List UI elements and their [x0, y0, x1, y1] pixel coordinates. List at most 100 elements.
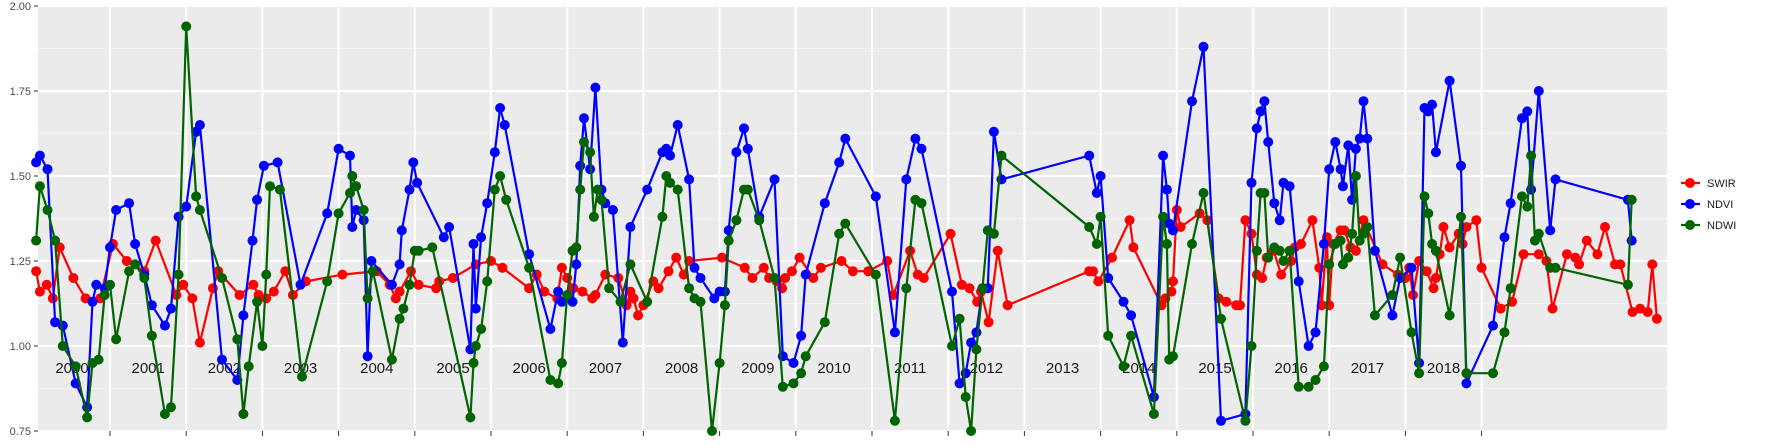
data-point: [217, 354, 227, 365]
y-tick-label: 2.00: [10, 1, 31, 13]
data-point: [412, 177, 423, 188]
data-point: [238, 310, 249, 321]
data-point: [173, 269, 184, 280]
data-point: [1626, 235, 1637, 246]
data-point: [181, 201, 192, 212]
data-point: [1461, 378, 1472, 389]
data-point: [438, 232, 449, 243]
data-point: [1166, 286, 1177, 297]
data-point: [31, 266, 42, 277]
data-point: [1310, 375, 1321, 385]
data-point: [351, 181, 362, 192]
data-point: [815, 262, 826, 273]
data-point: [124, 266, 135, 277]
data-point: [130, 239, 141, 249]
data-point: [482, 198, 493, 209]
data-point: [333, 143, 344, 154]
data-point: [322, 208, 333, 219]
data-point: [1216, 313, 1226, 324]
data-point: [794, 252, 805, 263]
data-point: [992, 245, 1003, 256]
data-point: [1343, 252, 1354, 263]
data-point: [93, 354, 104, 365]
data-point: [159, 409, 170, 419]
data-point: [404, 279, 415, 290]
data-point: [470, 341, 481, 351]
data-point: [1187, 239, 1197, 249]
data-point: [625, 222, 636, 232]
data-point: [345, 188, 355, 198]
data-point: [663, 266, 674, 277]
data-point: [988, 228, 999, 239]
data-point: [1430, 245, 1441, 256]
data-point: [150, 235, 161, 246]
data-point: [1276, 269, 1287, 280]
data-point: [1354, 133, 1365, 144]
data-point: [1406, 327, 1417, 338]
data-point: [983, 317, 994, 328]
data-point: [1444, 310, 1455, 321]
data-point: [295, 279, 306, 290]
data-point: [232, 334, 243, 345]
data-point: [1581, 235, 1592, 246]
data-point: [966, 337, 977, 348]
data-point: [1395, 252, 1406, 263]
data-point: [1428, 283, 1439, 294]
data-point: [394, 286, 405, 297]
data-point: [553, 286, 564, 297]
data-point: [234, 290, 245, 300]
data-point: [1335, 164, 1346, 175]
data-point: [470, 303, 481, 314]
data-point: [1126, 330, 1137, 341]
data-point: [665, 150, 676, 161]
year-label: 2009: [741, 360, 774, 377]
data-point: [1095, 211, 1106, 222]
data-point: [1259, 96, 1270, 107]
data-point: [394, 313, 405, 324]
data-point: [130, 259, 141, 270]
data-point: [1274, 215, 1285, 226]
data-point: [754, 215, 765, 226]
data-point: [731, 147, 742, 158]
data-point: [665, 177, 676, 188]
data-point: [1093, 276, 1104, 287]
data-point: [1084, 222, 1095, 232]
data-point: [1118, 361, 1129, 372]
data-point: [1427, 99, 1438, 110]
data-point: [1246, 177, 1257, 188]
data-point: [1499, 327, 1510, 338]
data-point: [1318, 239, 1329, 249]
data-point: [1456, 160, 1466, 171]
data-point: [1622, 279, 1633, 290]
year-label: 2017: [1351, 360, 1384, 377]
series-ndwi: [31, 21, 1637, 436]
data-point: [604, 283, 615, 294]
data-point: [1533, 228, 1544, 239]
data-point: [386, 279, 397, 290]
data-point: [1362, 133, 1373, 144]
data-point: [111, 205, 122, 215]
y-tick-label: 1.50: [10, 171, 31, 183]
data-point: [796, 368, 807, 379]
data-point: [413, 245, 424, 256]
data-point: [1118, 296, 1129, 307]
data-point: [1358, 96, 1369, 107]
data-point: [265, 181, 275, 192]
data-point: [57, 341, 68, 351]
legend-label: NDWI: [1707, 220, 1736, 232]
data-point: [1335, 235, 1346, 246]
data-point: [362, 351, 373, 362]
data-point: [362, 293, 373, 304]
data-point: [482, 276, 493, 287]
data-point: [1240, 415, 1251, 426]
data-point: [1423, 208, 1434, 219]
data-point: [1158, 150, 1169, 161]
legend-marker: [1685, 220, 1695, 230]
data-point: [1303, 381, 1314, 392]
data-point: [99, 290, 110, 300]
data-point: [34, 181, 45, 192]
data-point: [707, 426, 717, 436]
data-point: [834, 157, 845, 168]
data-point: [268, 286, 279, 297]
year-label: 2001: [132, 360, 165, 377]
